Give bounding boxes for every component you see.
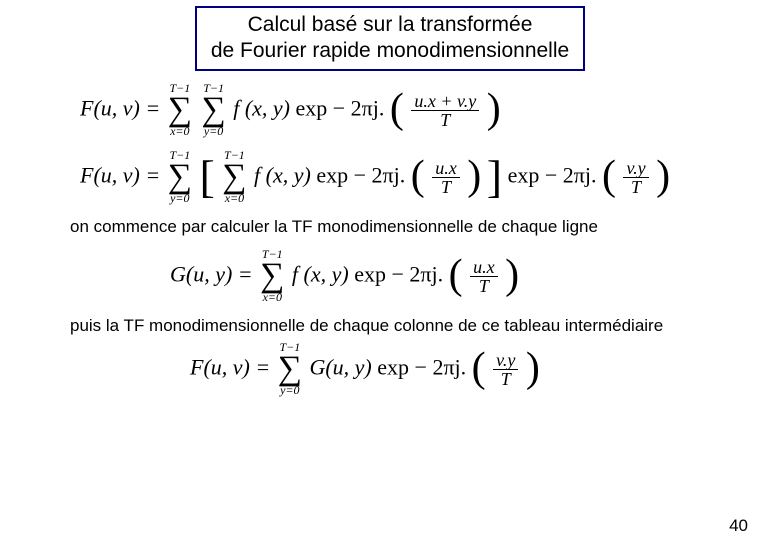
eq4-frac: v.y T [493,351,518,388]
sum-x-icon: T−1 ∑ x=0 [222,150,246,205]
lparen-icon: ( [602,160,616,194]
eq3-m2pij: − 2πj. [391,261,443,286]
eq1-lhs: F(u, v) = [80,95,160,120]
eq4-exp: exp [377,354,409,379]
equation-3: G(u, y) = T−1 ∑ x=0 f (x, y) exp − 2πj. … [170,249,780,304]
lparen-icon: ( [411,160,425,194]
rparen-icon: ) [487,93,501,127]
eq2-lhs: F(u, v) = [80,162,160,187]
eq4-m2pij: − 2πj. [415,354,467,379]
equation-4: F(u, v) = T−1 ∑ y=0 G(u, y) exp − 2πj. (… [190,342,780,397]
rparen-icon: ) [467,160,481,194]
sum-y-icon: T−1 ∑ y=0 [201,83,225,138]
eq2-m2pij1: − 2πj. [354,162,406,187]
eq2-frac2: v.y T [623,159,648,196]
eq1-exp: exp [296,95,328,120]
eq4-guy: G(u, y) [309,354,371,379]
eq3-lhs: G(u, y) = [170,261,253,286]
lparen-icon: ( [390,93,404,127]
eq4-lhs: F(u, v) = [190,354,270,379]
rbracket-icon: ] [487,161,502,193]
eq3-fxy: f (x, y) [292,261,349,286]
body-text-1: on commence par calculer la TF monodimen… [70,217,780,237]
eq2-exp1: exp [316,162,348,187]
eq2-m2pij2: − 2πj. [545,162,597,187]
eq1-m2pij: − 2πj. [333,95,385,120]
lparen-icon: ( [472,352,486,386]
eq3-frac: u.x T [470,258,498,295]
title-line1: Calcul basé sur la transformée [248,13,533,36]
sum-x-icon: T−1 ∑ x=0 [168,83,192,138]
eq2-frac1: u.x T [432,159,460,196]
slide-title: Calcul basé sur la transformée de Fourie… [195,6,585,71]
lparen-icon: ( [449,259,463,293]
eq1-frac: u.x + v.y T [411,92,479,129]
sum-x-icon: T−1 ∑ x=0 [260,249,284,304]
equation-1: F(u, v) = T−1 ∑ x=0 T−1 ∑ y=0 f (x, y) e… [80,83,780,138]
lbracket-icon: [ [199,161,214,193]
equation-2: F(u, v) = T−1 ∑ y=0 [ T−1 ∑ x=0 f (x, y)… [80,150,780,205]
body-text-2: puis la TF monodimensionnelle de chaque … [70,316,780,336]
eq2-exp2: exp [508,162,540,187]
rparen-icon: ) [656,160,670,194]
rparen-icon: ) [505,259,519,293]
eq1-fxy: f (x, y) [233,95,290,120]
eq2-fxy: f (x, y) [254,162,311,187]
eq3-exp: exp [354,261,386,286]
title-line2: de Fourier rapide monodimensionnelle [211,39,569,62]
rparen-icon: ) [526,352,540,386]
sum-y-icon: T−1 ∑ y=0 [168,150,192,205]
page-number: 40 [729,516,748,536]
sum-y-icon: T−1 ∑ y=0 [278,342,302,397]
